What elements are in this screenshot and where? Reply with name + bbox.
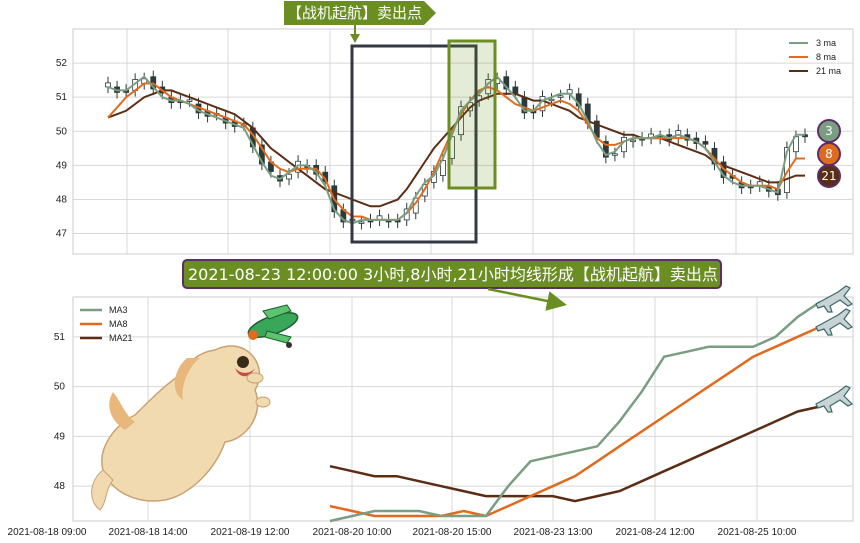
ma-lines xyxy=(107,75,805,225)
signal-title-banner: 2021-08-23 12:00:00 3小时,8小时,21小时均线形成【战机起… xyxy=(182,259,722,311)
candles xyxy=(105,70,808,230)
candle-body xyxy=(358,221,365,224)
top-y-tick-label: 50 xyxy=(56,126,68,137)
candle-body xyxy=(702,141,709,145)
candle-body xyxy=(258,144,265,165)
legend-MA8: MA8 xyxy=(109,319,128,329)
signal-title: 2021-08-23 12:00:00 3小时,8小时,21小时均线形成【战机起… xyxy=(188,265,718,284)
badge-ma21-label: 21 xyxy=(821,169,836,183)
legend-ma3: 3 ma xyxy=(816,38,836,48)
consolidation-box xyxy=(350,44,478,244)
badge-ma8-label: 8 xyxy=(825,147,833,161)
bottom-x-tick-label: 2021-08-20 10:00 xyxy=(313,527,392,538)
MA3-line xyxy=(329,300,821,523)
legend-ma21: 21 ma xyxy=(816,66,841,76)
bottom-y-tick-label: 50 xyxy=(54,382,66,393)
sell-point-banner: 【战机起航】卖出点 xyxy=(284,1,436,43)
bottom-y-tick-label: 51 xyxy=(54,332,66,343)
bottom-x-tick-label: 2021-08-19 12:00 xyxy=(211,527,290,538)
candle-body xyxy=(630,139,636,143)
toy-airplane-icon xyxy=(247,304,299,348)
candle-body xyxy=(512,86,519,94)
bottom-x-axis: 2021-08-18 09:00 2021-08-18 14:00 2021-08-… xyxy=(8,527,797,538)
dog-illustration xyxy=(91,345,271,511)
top-y-axis: 47 48 49 50 51 52 xyxy=(56,58,68,239)
bottom-legend: MA3 MA8 MA21 xyxy=(80,305,133,343)
candle-body xyxy=(612,153,618,156)
bottom-x-tick-label: 2021-08-18 09:00 xyxy=(8,527,87,538)
candle-body xyxy=(105,82,111,88)
bottom-series-lines xyxy=(329,300,821,523)
top-y-tick-label: 52 xyxy=(56,58,68,69)
bottom-y-axis: 48 49 50 51 xyxy=(54,332,66,492)
badge-ma3: 3 xyxy=(817,119,841,143)
bottom-y-tick-label: 49 xyxy=(54,431,66,442)
jet-icon-ma3 xyxy=(815,285,854,313)
top-y-tick-label: 49 xyxy=(56,160,68,171)
legend-MA21: MA21 xyxy=(109,333,133,343)
MA8-line xyxy=(329,325,821,518)
sell-point-banner-text: 【战机起航】卖出点 xyxy=(287,4,422,22)
bottom-x-tick-label: 2021-08-25 10:00 xyxy=(718,527,797,538)
candle-body xyxy=(557,95,564,98)
bottom-x-tick-label: 2021-08-20 15:00 xyxy=(413,527,492,538)
badge-ma3-label: 3 xyxy=(825,124,833,138)
bottom-x-tick-label: 2021-08-24 12:00 xyxy=(616,527,695,538)
top-plot-area xyxy=(72,28,854,255)
top-grid xyxy=(73,29,853,254)
candlestick-panel: 47 48 49 50 51 52 【战机起航】卖出点 3 ma 8 ma 21 ma 3 xyxy=(56,1,854,255)
ma-line-panel: 48 49 50 51 2021-08-18 09:00 2021-08-18 14:0… xyxy=(8,285,854,538)
bottom-y-tick-label: 48 xyxy=(54,481,66,492)
bottom-x-tick-label: 2021-08-23 13:00 xyxy=(514,527,593,538)
bottom-x-tick-label: 2021-08-18 14:00 xyxy=(109,527,188,538)
candle-body xyxy=(548,98,555,102)
top-y-tick-label: 48 xyxy=(56,194,68,205)
MA21-line xyxy=(329,405,821,503)
legend-MA3: MA3 xyxy=(109,305,128,315)
legend-ma8: 8 ma xyxy=(816,52,836,62)
badge-ma8: 8 xyxy=(817,142,841,166)
jet-icon-ma21 xyxy=(815,385,854,413)
candle-body xyxy=(286,173,292,180)
signal-arrow xyxy=(487,287,567,311)
candle-body xyxy=(186,99,193,102)
signal-box xyxy=(447,39,497,190)
ma3-line xyxy=(107,75,805,225)
top-y-tick-label: 47 xyxy=(56,229,68,240)
jet-icon-ma8 xyxy=(815,308,854,336)
candle-body xyxy=(602,141,609,158)
top-legend: 3 ma 8 ma 21 ma xyxy=(789,38,841,76)
badge-ma21: 21 xyxy=(817,164,841,188)
top-y-tick-label: 51 xyxy=(56,92,68,103)
